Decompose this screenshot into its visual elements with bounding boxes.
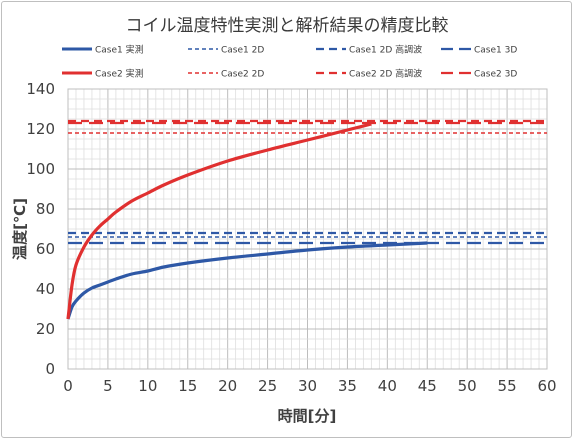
y-axis-title: 温度[℃] [11, 198, 29, 260]
y-tick-label: 20 [36, 320, 55, 338]
x-tick-label: 55 [498, 377, 517, 395]
legend-label: Case1 2D [221, 46, 264, 56]
x-tick-label: 20 [218, 377, 237, 395]
x-tick-label: 15 [178, 377, 197, 395]
y-tick-label: 80 [36, 200, 55, 218]
x-axis-ticks: 0 5 10 15 20 25 30 35 40 45 50 55 60 [63, 377, 556, 395]
legend-item: Case2 2D [188, 70, 264, 80]
legend-label: Case1 2D 高調波 [349, 44, 422, 56]
y-tick-label: 120 [26, 120, 55, 138]
x-tick-label: 0 [63, 377, 73, 395]
x-tick-label: 30 [298, 377, 317, 395]
legend-label: Case1 3D [474, 46, 517, 56]
x-tick-label: 35 [338, 377, 357, 395]
y-tick-label: 0 [45, 360, 55, 378]
x-tick-label: 10 [138, 377, 157, 395]
legend-label: Case2 2D 高調波 [349, 68, 422, 80]
legend-label: Case2 3D [474, 70, 517, 80]
x-axis-title: 時間[分] [278, 407, 337, 425]
x-tick-label: 25 [258, 377, 277, 395]
legend-item: Case1 3D [441, 46, 517, 56]
plot-area [67, 88, 548, 370]
legend-item: Case2 実測 [62, 68, 144, 80]
y-tick-label: 60 [36, 240, 55, 258]
legend: Case1 実測 Case1 2D Case1 2D 高調波 Case1 3D Case… [62, 44, 517, 80]
legend-label: Case1 実測 [95, 44, 144, 56]
x-tick-label: 5 [103, 377, 113, 395]
legend-item: Case2 3D [441, 70, 517, 80]
y-tick-label: 40 [36, 280, 55, 298]
legend-label: Case2 2D [221, 70, 264, 80]
legend-item: Case2 2D 高調波 [316, 68, 422, 80]
y-tick-label: 100 [26, 160, 55, 178]
legend-item: Case1 2D [188, 46, 264, 56]
y-axis-ticks: 0 20 40 60 80 100 120 140 [26, 80, 55, 378]
series-line-case1-solid [66, 241, 428, 320]
chart-title: コイル温度特性実測と解析結果の精度比較 [126, 16, 449, 36]
x-tick-label: 60 [537, 377, 556, 395]
legend-item: Case1 実測 [62, 44, 144, 56]
legend-item: Case1 2D 高調波 [316, 44, 422, 56]
x-tick-label: 50 [458, 377, 477, 395]
y-tick-label: 140 [26, 80, 55, 98]
x-tick-label: 45 [418, 377, 437, 395]
legend-label: Case2 実測 [95, 68, 144, 80]
series-line-case2-solid [66, 122, 372, 320]
x-tick-label: 40 [378, 377, 397, 395]
reference-lines [68, 119, 547, 245]
grid [67, 88, 548, 370]
measured-curves [66, 122, 428, 320]
